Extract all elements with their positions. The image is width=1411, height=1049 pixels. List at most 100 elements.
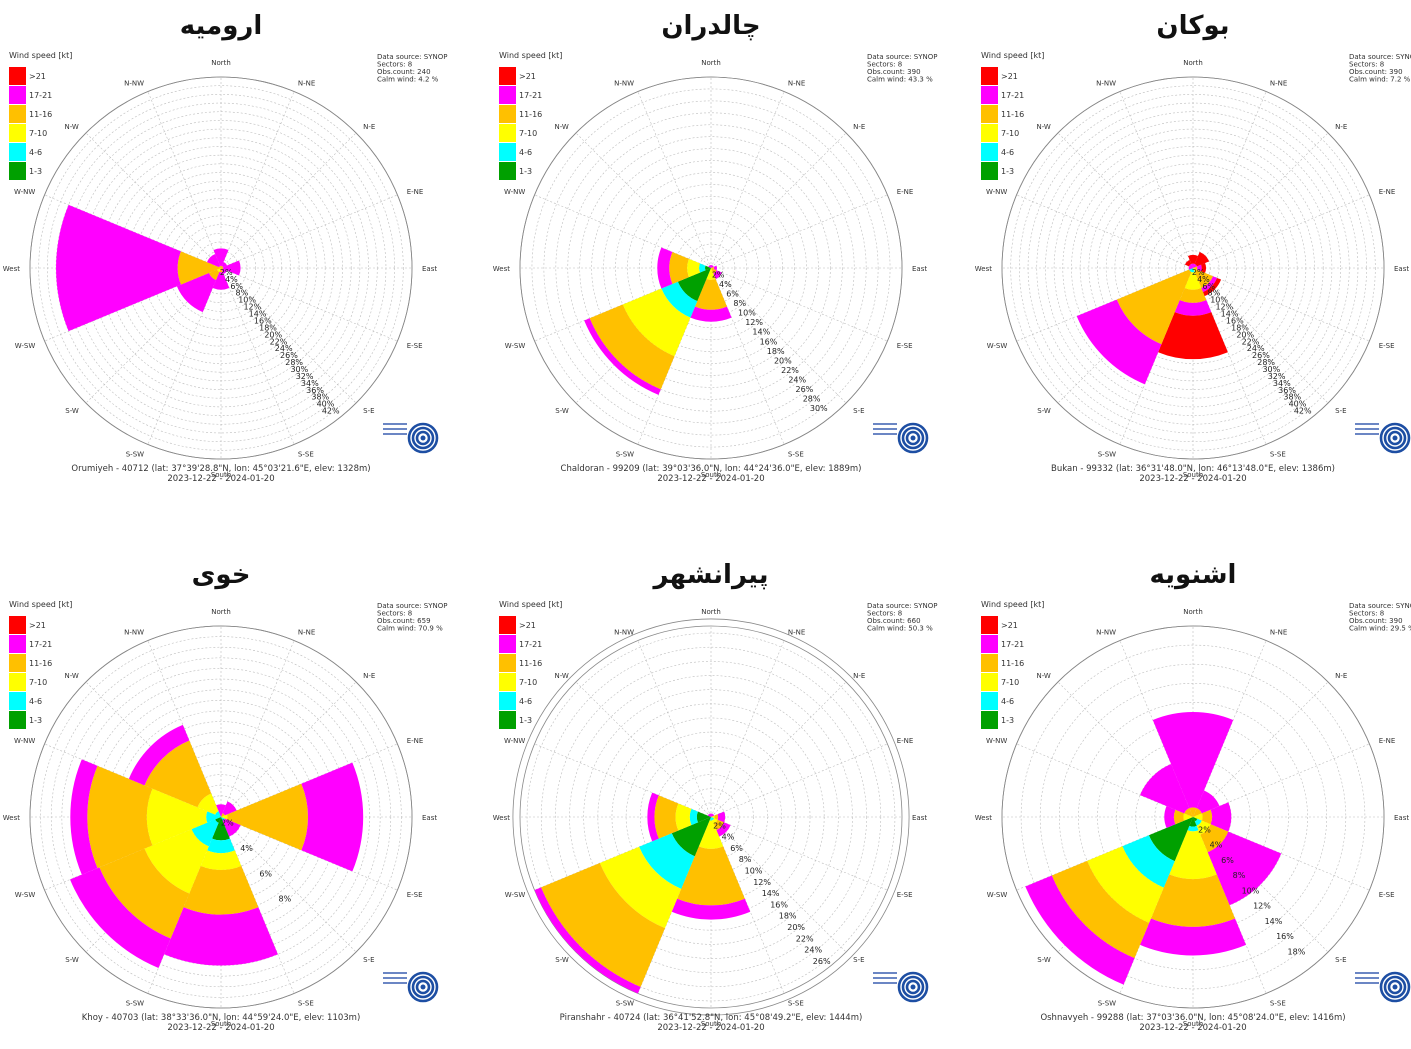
ring-label: 20% [264, 330, 282, 339]
windrose-bar [713, 265, 717, 271]
info-line: Sectors: 8 [867, 610, 902, 618]
windrose-bar [1169, 830, 1217, 880]
windrose-panel: ارومیه Wind speed [kt] >21 17-21 11-16 7-10 4-… [0, 0, 470, 500]
ring-label: 4% [225, 275, 238, 284]
info-line: Obs.count: 659 [377, 617, 431, 625]
grid-ring [38, 85, 404, 451]
windrose-bar [711, 815, 715, 819]
windrose-panel: اشنویه Wind speed [kt] >21 17-21 11-16 7-10 4-… [972, 549, 1411, 1049]
ring-label: 8% [236, 289, 249, 298]
legend-label: 4-6 [519, 697, 532, 706]
date-range: 2023-12-22 - 2024-01-20 [657, 1023, 764, 1033]
direction-label: N-W [64, 123, 78, 131]
windrose-bar [671, 817, 711, 857]
direction-label: South [1183, 1020, 1203, 1028]
windrose-bar [1164, 806, 1176, 828]
chart-title: خوی [192, 560, 251, 590]
ring-label: 10% [738, 309, 756, 318]
grid-ring [512, 618, 910, 1016]
legend-label: >21 [1001, 621, 1018, 630]
direction-label: West [3, 265, 20, 273]
legend-swatch [9, 86, 26, 104]
direction-label: E-NE [1379, 737, 1396, 745]
legend-swatch [9, 143, 26, 161]
windrose-bar [1173, 809, 1185, 825]
ring-label: 18% [767, 347, 785, 356]
direction-label: N-NW [124, 79, 144, 87]
windrose-bar [706, 268, 716, 280]
windrose-bar [1193, 266, 1198, 270]
legend-swatch [499, 67, 516, 85]
legend-label: 17-21 [29, 91, 52, 100]
ring-label: 14% [752, 328, 770, 337]
grid-spoke [575, 132, 712, 269]
info-line: Sectors: 8 [1349, 610, 1384, 618]
ring-label: 10% [238, 296, 256, 305]
info-line: Data source: SYNOP [377, 602, 447, 610]
legend-swatch [981, 692, 998, 710]
direction-label: E-SE [897, 891, 913, 899]
direction-label: S-SE [788, 451, 804, 459]
ring-label: 16% [1276, 932, 1294, 941]
windrose-bar [222, 818, 241, 837]
windrose-panel: چالدران Wind speed [kt] >21 17-21 11-16 7-10 4… [490, 0, 960, 500]
windrose-bar [1188, 266, 1193, 270]
direction-label: North [211, 59, 231, 67]
windrose-bar [1193, 263, 1198, 268]
direction-label: East [422, 814, 437, 822]
direction-label: North [1183, 608, 1203, 616]
ring-label: 2% [221, 818, 234, 827]
direction-label: East [912, 265, 927, 273]
organization-logo [871, 967, 929, 1003]
windrose-bar [687, 258, 700, 278]
windrose-bar [541, 863, 665, 987]
direction-label: E-NE [897, 188, 914, 196]
legend-swatch [981, 162, 998, 180]
direction-label: N-NW [614, 79, 634, 87]
direction-label: N-NE [1270, 79, 1287, 87]
windrose-bar [709, 265, 713, 268]
windrose-bar [1197, 264, 1202, 272]
info-line: Calm wind: 70.9 % [377, 625, 443, 633]
legend-label: 11-16 [519, 659, 542, 668]
organization-logo [1353, 967, 1411, 1003]
legend-label: 17-21 [29, 640, 52, 649]
grid-outer-ring [1001, 625, 1385, 1009]
direction-label: S-E [853, 407, 864, 415]
direction-label: South [211, 471, 231, 479]
windrose-bar [647, 792, 659, 842]
direction-label: W-SW [505, 342, 526, 350]
direction-label: N-W [1036, 672, 1050, 680]
direction-label: South [1183, 471, 1203, 479]
grid-spoke [637, 91, 712, 269]
windrose-bar [657, 247, 673, 289]
direction-label: S-E [853, 956, 864, 964]
legend-label: 11-16 [29, 110, 52, 119]
legend-swatch [9, 654, 26, 672]
info-line: Obs.count: 390 [1349, 68, 1403, 76]
windrose-bar [222, 801, 237, 816]
windrose-bar [206, 811, 221, 823]
organization-logo [1353, 418, 1411, 454]
legend-label: 17-21 [1001, 91, 1024, 100]
windrose-bar [661, 281, 698, 318]
ring-label: 16% [760, 337, 778, 346]
station-caption: Piranshahr - 40724 (lat: 36°41'52.8"N, l… [560, 1013, 863, 1023]
ring-label: 6% [230, 282, 243, 291]
ring-label: 8% [733, 299, 746, 308]
ring-label: 10% [745, 866, 763, 875]
windrose-chart: بوکان Wind speed [kt] >21 17-21 11-16 7-10 4-6… [975, 11, 1411, 484]
ring-label: 28% [285, 358, 303, 367]
ring-label: 34% [1273, 379, 1291, 388]
windrose-bar [1187, 825, 1199, 832]
ring-label: 6% [1202, 282, 1215, 291]
windrose-bar [1179, 288, 1207, 303]
windrose-chart: اشنویه Wind speed [kt] >21 17-21 11-16 7-10 4-… [975, 560, 1411, 1033]
ring-label: 14% [762, 889, 780, 898]
direction-label: S-SE [1270, 1000, 1286, 1008]
direction-label: E-NE [1379, 188, 1396, 196]
ring-label: 26% [280, 351, 298, 360]
grid-spoke [710, 91, 785, 269]
ring-label: 14% [1265, 917, 1283, 926]
info-line: Obs.count: 390 [867, 68, 921, 76]
